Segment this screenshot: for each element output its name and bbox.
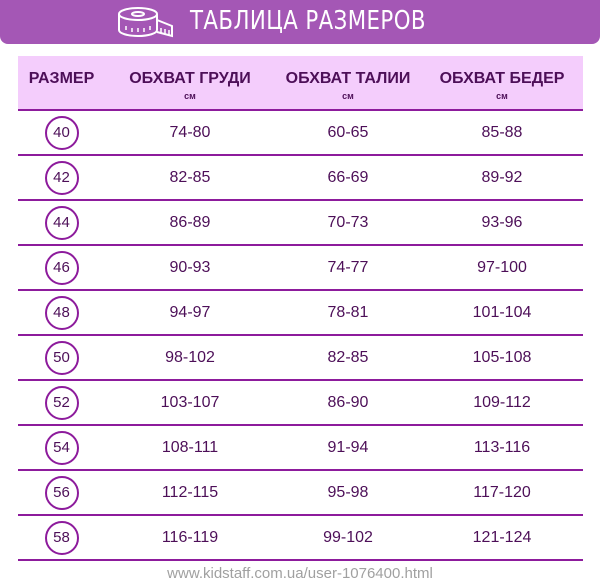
chest-cell: 108-111 (161, 438, 219, 456)
chest-cell: 82-85 (169, 168, 211, 186)
waist-cell: 91-94 (327, 438, 369, 456)
size-table: РАЗМЕР ОБХВАТ ГРУДИ см ОБХВАТ ТАЛИИ см ОБХ… (18, 56, 583, 561)
chest-cell: 90-93 (169, 258, 211, 276)
table-row: 58 116-119 99-102 121-124 (18, 516, 583, 561)
size-cell: 52 (18, 385, 105, 420)
chest-cell: 94-97 (169, 303, 211, 321)
table-row: 48 94-97 78-81 101-104 (18, 291, 583, 336)
table-row: 42 82-85 66-69 89-92 (18, 156, 583, 201)
size-cell: 56 (18, 475, 105, 510)
chest-cell: 103-107 (160, 393, 220, 411)
waist-cell: 95-98 (327, 483, 369, 501)
header-label: ОБХВАТ ГРУДИ (129, 70, 251, 87)
size-cell: 46 (18, 250, 105, 285)
size-cell: 42 (18, 160, 105, 195)
header-chest: ОБХВАТ ГРУДИ см (105, 56, 275, 109)
size-cell: 54 (18, 430, 105, 465)
chest-cell: 116-119 (161, 528, 219, 546)
hips-cell: 117-120 (473, 483, 531, 501)
size-badge: 56 (44, 475, 79, 510)
table-header: РАЗМЕР ОБХВАТ ГРУДИ см ОБХВАТ ТАЛИИ см ОБХ… (18, 56, 583, 111)
size-badge: 42 (44, 160, 79, 195)
table-row: 50 98-102 82-85 105-108 (18, 336, 583, 381)
table-row: 56 112-115 95-98 117-120 (18, 471, 583, 516)
table-row: 44 86-89 70-73 93-96 (18, 201, 583, 246)
waist-cell: 99-102 (323, 528, 373, 546)
size-badge: 46 (44, 250, 79, 285)
chest-cell: 86-89 (169, 213, 211, 231)
size-badge: 40 (44, 115, 79, 150)
hips-cell: 105-108 (472, 348, 532, 366)
waist-cell: 82-85 (327, 348, 369, 366)
waist-cell: 86-90 (327, 393, 369, 411)
size-cell: 40 (18, 115, 105, 150)
waist-cell: 78-81 (327, 303, 369, 321)
size-cell: 58 (18, 520, 105, 555)
title-banner: ТАБЛИЦА РАЗМЕРОВ (0, 0, 600, 44)
header-size: РАЗМЕР (18, 56, 105, 109)
table-row: 52 103-107 86-90 109-112 (18, 381, 583, 426)
waist-cell: 74-77 (327, 258, 369, 276)
table-row: 54 108-111 91-94 113-116 (18, 426, 583, 471)
waist-cell: 70-73 (327, 213, 369, 231)
chest-cell: 112-115 (161, 483, 219, 501)
size-badge: 48 (44, 295, 79, 330)
size-badge: 58 (44, 520, 79, 555)
hips-cell: 121-124 (472, 528, 532, 546)
header-label: РАЗМЕР (28, 70, 95, 87)
page-title: ТАБЛИЦА РАЗМЕРОВ (190, 6, 426, 36)
header-waist: ОБХВАТ ТАЛИИ см (275, 56, 421, 109)
size-cell: 44 (18, 205, 105, 240)
header-unit: см (184, 91, 196, 101)
hips-cell: 101-104 (472, 303, 532, 321)
hips-cell: 89-92 (481, 168, 523, 186)
chest-cell: 98-102 (165, 348, 215, 366)
header-unit: см (496, 91, 508, 101)
table-row: 40 74-80 60-65 85-88 (18, 111, 583, 156)
size-badge: 54 (44, 430, 79, 465)
table-row: 46 90-93 74-77 97-100 (18, 246, 583, 291)
size-badge: 50 (44, 340, 79, 375)
size-cell: 50 (18, 340, 105, 375)
chest-cell: 74-80 (169, 123, 211, 141)
waist-cell: 60-65 (327, 123, 369, 141)
size-badge: 52 (44, 385, 79, 420)
header-label: ОБХВАТ ТАЛИИ (285, 70, 411, 87)
hips-cell: 113-116 (473, 438, 531, 456)
size-badge: 44 (44, 205, 79, 240)
header-label: ОБХВАТ БЕДЕР (439, 70, 565, 87)
size-cell: 48 (18, 295, 105, 330)
hips-cell: 97-100 (477, 258, 527, 276)
hips-cell: 93-96 (481, 213, 523, 231)
header-unit: см (342, 91, 354, 101)
hips-cell: 109-112 (473, 393, 531, 411)
header-hips: ОБХВАТ БЕДЕР см (421, 56, 583, 109)
table-body: 40 74-80 60-65 85-88 42 82-85 66-69 89-92 44 86-8… (18, 111, 583, 561)
hips-cell: 85-88 (481, 123, 523, 141)
waist-cell: 66-69 (327, 168, 369, 186)
measuring-tape-icon (118, 7, 173, 38)
watermark: www.kidstaff.com.ua/user-1076400.html (167, 565, 433, 582)
